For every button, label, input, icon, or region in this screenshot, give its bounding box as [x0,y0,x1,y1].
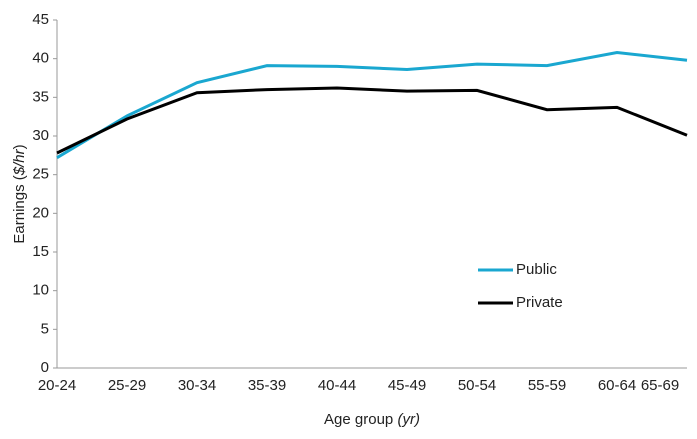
y-tick-label: 15 [32,243,49,260]
x-label-part: Age group [324,411,393,428]
y-label-part: Earnings ( [11,175,28,243]
x-tick-label: 65-69 [641,377,679,394]
y-tick-label: 5 [41,320,49,337]
x-label-unit: (yr) [397,411,420,428]
x-tick-label: 20-24 [38,377,76,394]
x-tick-label: 50-54 [458,377,496,394]
y-tick-label: 20 [32,204,49,221]
y-tick-label: 25 [32,166,49,183]
y-tick-label: 0 [41,359,49,376]
series-line [56,50,688,159]
x-tick-label: 35-39 [248,377,286,394]
series-line [56,86,688,155]
y-tick-label: 30 [32,127,49,144]
x-tick-label: 40-44 [318,377,356,394]
x-tick-label: 60-64 [598,377,636,394]
y-tick-label: 45 [32,11,49,28]
x-tick-label: 45-49 [388,377,426,394]
legend-label: Public [516,261,557,278]
y-tick-label: 40 [32,50,49,67]
y-label-part: ) [11,144,28,149]
x-tick-label: 25-29 [108,377,146,394]
y-tick-label: 10 [32,282,49,299]
x-tick-label: 55-59 [528,377,566,394]
x-tick-label: 30-34 [178,377,216,394]
legend-label: Private [516,294,563,311]
x-axis-label: Age group (yr) [324,411,420,428]
y-axis-label: Earnings ($/hr) [11,144,28,243]
y-tick-label: 35 [32,88,49,105]
y-label-unit: $/hr [11,148,28,176]
